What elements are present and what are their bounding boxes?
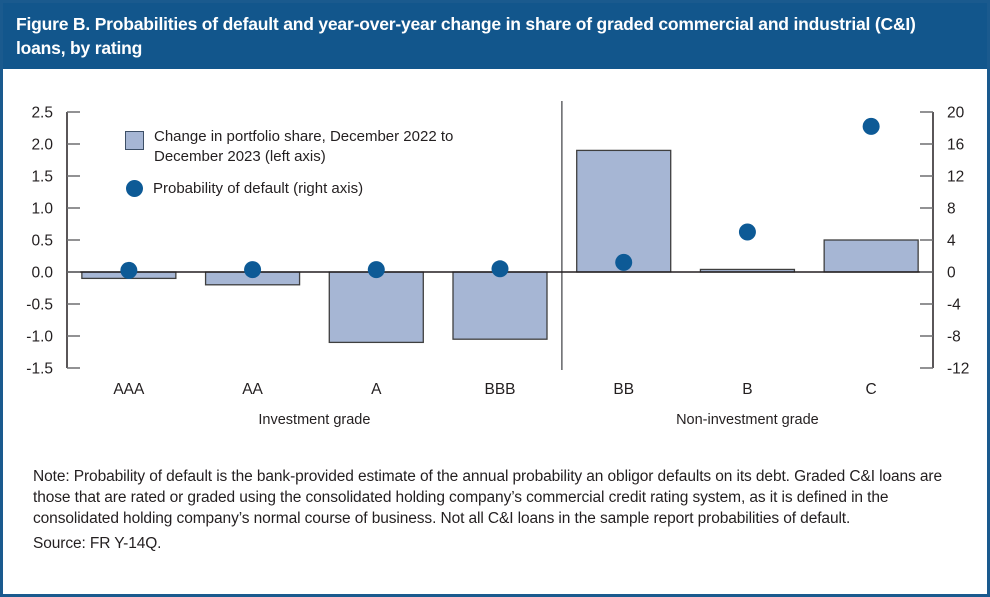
figure-notes: Note: Probability of default is the bank… [3, 459, 987, 553]
category-label-AA: AA [242, 381, 263, 398]
group-label: Investment grade [258, 412, 370, 428]
left-axis-tick-label: 2.5 [31, 105, 53, 122]
pd-dot-AA [244, 261, 262, 279]
category-label-AAA: AAA [113, 381, 145, 398]
note-text: Note: Probability of default is the bank… [33, 468, 943, 527]
right-axis-tick-label: 0 [947, 265, 956, 282]
pd-dot-BB [615, 253, 633, 271]
bar-C [823, 239, 919, 273]
pd-dot-A [367, 261, 385, 279]
source-text: Source: FR Y-14Q. [33, 534, 162, 552]
right-axis-tick-label: 20 [947, 105, 965, 122]
left-axis-tick-label: -1.5 [26, 361, 53, 378]
bar-A [328, 271, 424, 344]
pd-dot-AAA [120, 261, 138, 279]
right-axis-tick-label: 16 [947, 137, 964, 154]
left-axis-tick-label: 2.0 [31, 137, 53, 154]
chart-plot: 2.5 2.0 1.5 1.0 0.5 0.0 -0.5 -1.0 -1.5 20 16 12 8 4 0 -… [26, 101, 969, 428]
category-label-BB: BB [613, 381, 634, 398]
bar-BBB [452, 271, 548, 340]
pd-dot-C [862, 117, 880, 135]
pd-dot-B [738, 223, 756, 241]
dot-swatch-icon [126, 180, 143, 197]
left-axis-tick-label: 1.0 [31, 201, 53, 218]
right-axis-tick-label: 8 [947, 201, 956, 218]
right-axis-tick-label: -8 [947, 329, 961, 346]
chart-area: 2.5 2.0 1.5 1.0 0.5 0.0 -0.5 -1.0 -1.5 20 16 12 8 4 0 -… [3, 69, 987, 459]
chart-legend: Change in portfolio share, December 2022… [125, 127, 466, 212]
right-axis-tick-label: -4 [947, 297, 961, 314]
right-axis-tick-label: 4 [947, 233, 956, 250]
right-axis-tick-label: 12 [947, 169, 964, 186]
legend-dot-label: Probability of default (right axis) [153, 180, 364, 197]
left-axis-tick-label: 0.0 [31, 265, 53, 282]
legend-bar-label: Change in portfolio share, December 2022… [154, 128, 454, 165]
group-label: Non-investment grade [676, 412, 819, 428]
bar-swatch-icon [125, 131, 144, 150]
figure-title: Figure B. Probabilities of default and y… [16, 14, 916, 59]
legend-item-bar: Change in portfolio share, December 2022… [125, 127, 466, 166]
bar-BB [576, 149, 672, 273]
left-axis-tick-label: -0.5 [26, 297, 53, 314]
category-label-B: B [742, 381, 752, 398]
right-axis-tick-label: -12 [947, 361, 969, 378]
category-label-BBB: BBB [484, 381, 515, 398]
pd-dot-BBB [491, 260, 509, 278]
legend-item-dot: Probability of default (right axis) [125, 179, 466, 199]
category-label-A: A [371, 381, 382, 398]
category-label-C: C [866, 381, 877, 398]
left-axis-tick-label: -1.0 [26, 329, 53, 346]
left-axis-tick-label: 1.5 [31, 169, 53, 186]
left-axis-tick-label: 0.5 [31, 233, 53, 250]
figure-title-bar: Figure B. Probabilities of default and y… [3, 3, 987, 69]
